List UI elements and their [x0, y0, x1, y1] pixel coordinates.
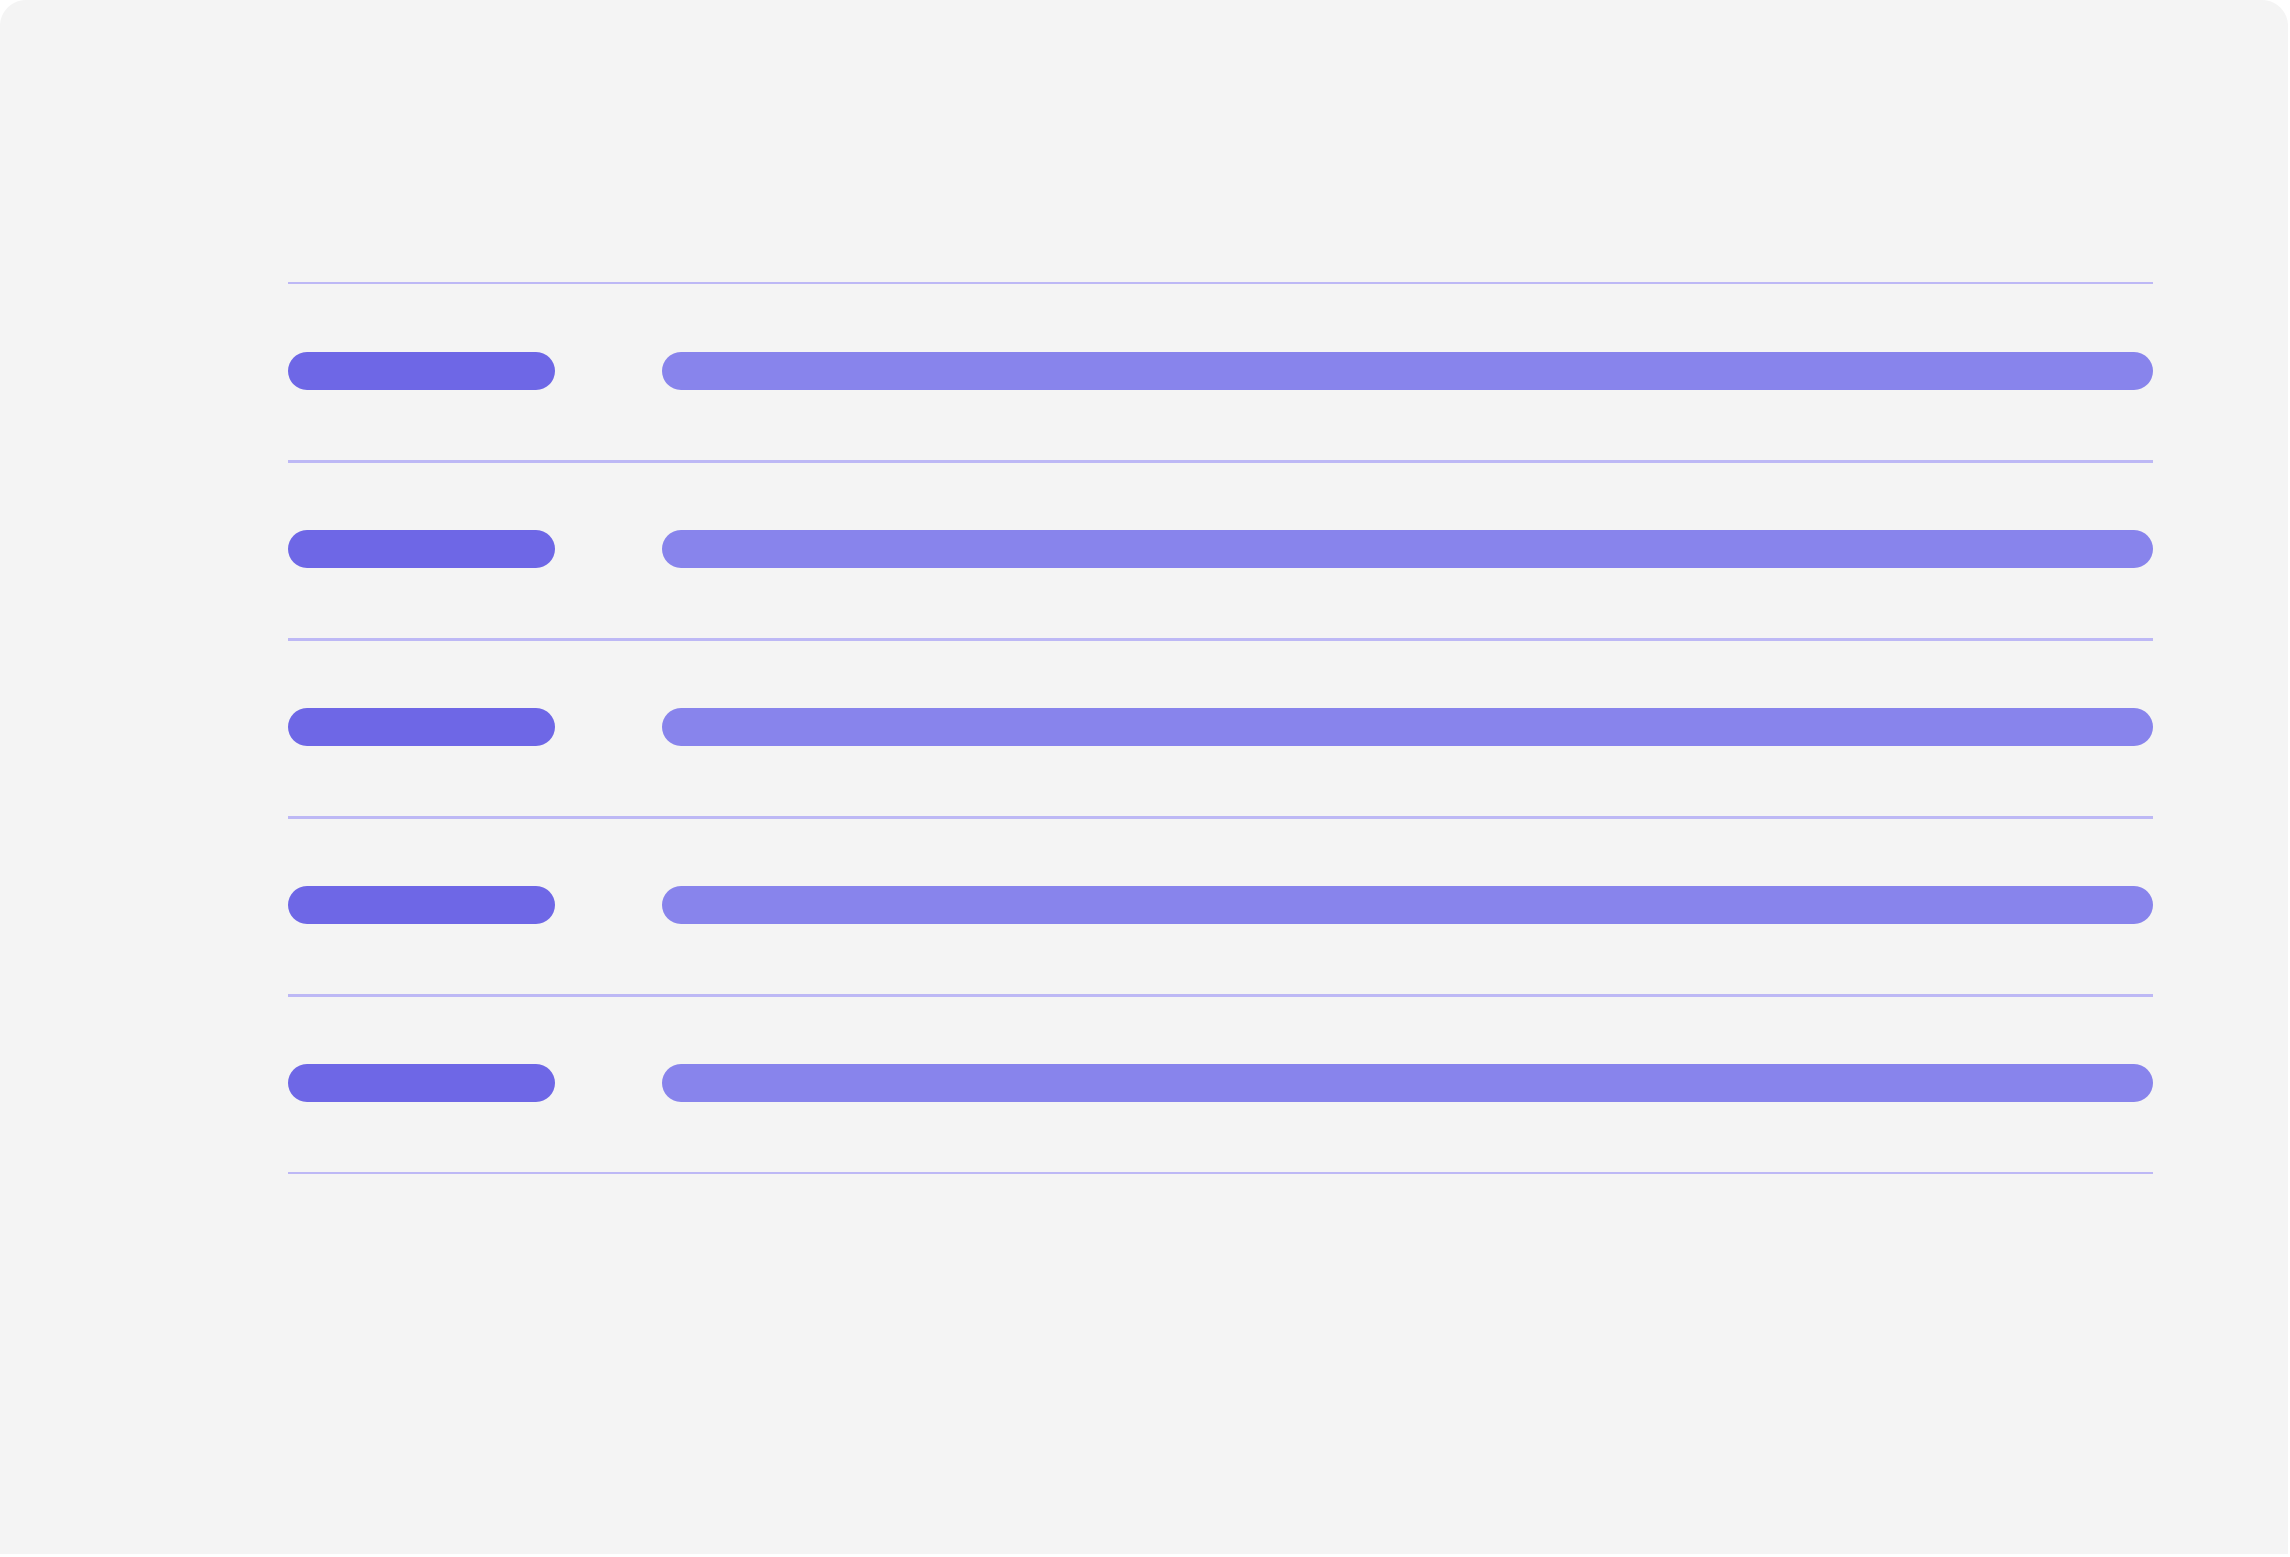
row-key-placeholder	[288, 352, 555, 390]
row-key-placeholder	[288, 530, 555, 568]
row-divider	[288, 816, 2153, 819]
row-value-placeholder	[662, 1064, 2153, 1102]
row-divider	[288, 994, 2153, 997]
row-divider	[288, 638, 2153, 641]
row-key-placeholder	[288, 1064, 555, 1102]
row-divider	[288, 460, 2153, 463]
row-value-placeholder	[662, 352, 2153, 390]
row-value-placeholder	[662, 708, 2153, 746]
row-divider	[288, 282, 2153, 284]
row-value-placeholder	[662, 886, 2153, 924]
row-value-placeholder	[662, 530, 2153, 568]
row-key-placeholder	[288, 708, 555, 746]
row-divider	[288, 1172, 2153, 1174]
row-key-placeholder	[288, 886, 555, 924]
